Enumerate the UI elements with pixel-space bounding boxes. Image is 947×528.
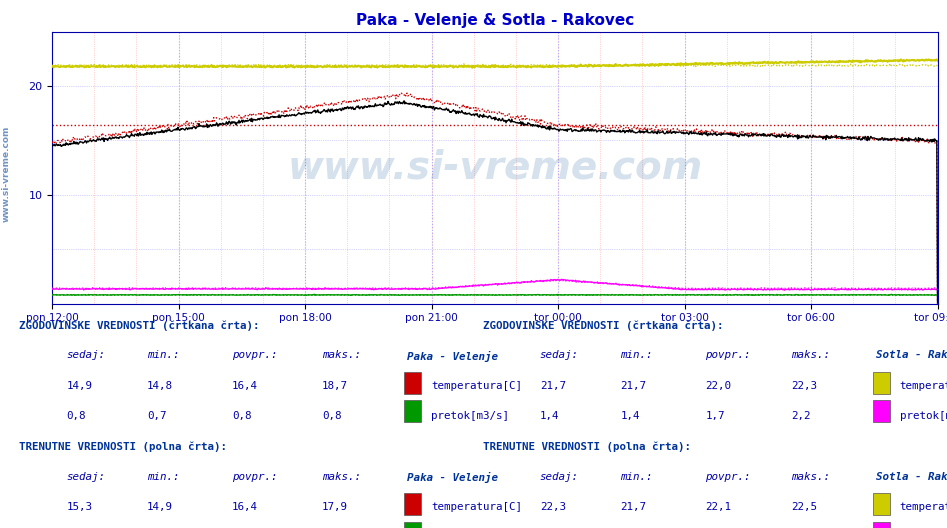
Text: min.:: min.: [147,351,179,361]
FancyBboxPatch shape [404,400,421,422]
Text: temperatura[C]: temperatura[C] [431,381,522,391]
Text: 22,3: 22,3 [791,381,816,391]
Text: 22,1: 22,1 [706,502,731,512]
Text: 18,7: 18,7 [322,381,348,391]
Text: min.:: min.: [620,351,652,361]
Text: Sotla - Rakovec: Sotla - Rakovec [876,351,947,361]
Text: 17,9: 17,9 [322,502,348,512]
Text: Paka - Velenje: Paka - Velenje [407,351,498,362]
Text: sedaj:: sedaj: [66,351,105,361]
FancyBboxPatch shape [404,493,421,515]
FancyBboxPatch shape [404,522,421,528]
Text: TRENUTNE VREDNOSTI (polna črta):: TRENUTNE VREDNOSTI (polna črta): [19,441,227,452]
Text: povpr.:: povpr.: [706,351,751,361]
Text: pretok[m3/s]: pretok[m3/s] [900,411,947,421]
Text: www.si-vreme.com: www.si-vreme.com [287,149,703,186]
Text: 22,3: 22,3 [540,502,565,512]
Text: povpr.:: povpr.: [232,472,277,482]
Text: povpr.:: povpr.: [232,351,277,361]
Text: povpr.:: povpr.: [706,472,751,482]
Text: 14,9: 14,9 [147,502,172,512]
Text: sedaj:: sedaj: [540,351,579,361]
Title: Paka - Velenje & Sotla - Rakovec: Paka - Velenje & Sotla - Rakovec [356,13,634,28]
Text: 14,8: 14,8 [147,381,172,391]
Text: 15,3: 15,3 [66,502,92,512]
Text: maks.:: maks.: [322,472,361,482]
Text: 14,9: 14,9 [66,381,92,391]
Text: pretok[m3/s]: pretok[m3/s] [431,411,509,421]
Text: 0,8: 0,8 [66,411,86,421]
Text: sedaj:: sedaj: [540,472,579,482]
Text: maks.:: maks.: [791,351,830,361]
Text: ZGODOVINSKE VREDNOSTI (črtkana črta):: ZGODOVINSKE VREDNOSTI (črtkana črta): [483,320,724,331]
Text: temperatura[C]: temperatura[C] [431,502,522,512]
Text: 16,4: 16,4 [232,502,258,512]
Text: sedaj:: sedaj: [66,472,105,482]
Text: TRENUTNE VREDNOSTI (polna črta):: TRENUTNE VREDNOSTI (polna črta): [483,441,691,452]
Text: min.:: min.: [147,472,179,482]
FancyBboxPatch shape [873,372,890,394]
Text: 1,4: 1,4 [540,411,560,421]
FancyBboxPatch shape [873,522,890,528]
Text: 1,4: 1,4 [620,411,640,421]
FancyBboxPatch shape [873,400,890,422]
Text: 1,7: 1,7 [706,411,725,421]
Text: 16,4: 16,4 [232,381,258,391]
Text: www.si-vreme.com: www.si-vreme.com [2,126,11,222]
Text: 0,8: 0,8 [232,411,252,421]
Text: 2,2: 2,2 [791,411,811,421]
Text: 21,7: 21,7 [540,381,565,391]
Text: 22,0: 22,0 [706,381,731,391]
Text: maks.:: maks.: [322,351,361,361]
FancyBboxPatch shape [404,372,421,394]
Text: temperatura[C]: temperatura[C] [900,502,947,512]
Text: maks.:: maks.: [791,472,830,482]
Text: 22,5: 22,5 [791,502,816,512]
Text: 21,7: 21,7 [620,502,646,512]
Text: ZGODOVINSKE VREDNOSTI (črtkana črta):: ZGODOVINSKE VREDNOSTI (črtkana črta): [19,320,259,331]
Text: min.:: min.: [620,472,652,482]
Text: temperatura[C]: temperatura[C] [900,381,947,391]
Text: Sotla - Rakovec: Sotla - Rakovec [876,472,947,482]
Text: Paka - Velenje: Paka - Velenje [407,472,498,483]
Text: 21,7: 21,7 [620,381,646,391]
Text: 0,7: 0,7 [147,411,167,421]
Text: 0,8: 0,8 [322,411,342,421]
FancyBboxPatch shape [873,493,890,515]
